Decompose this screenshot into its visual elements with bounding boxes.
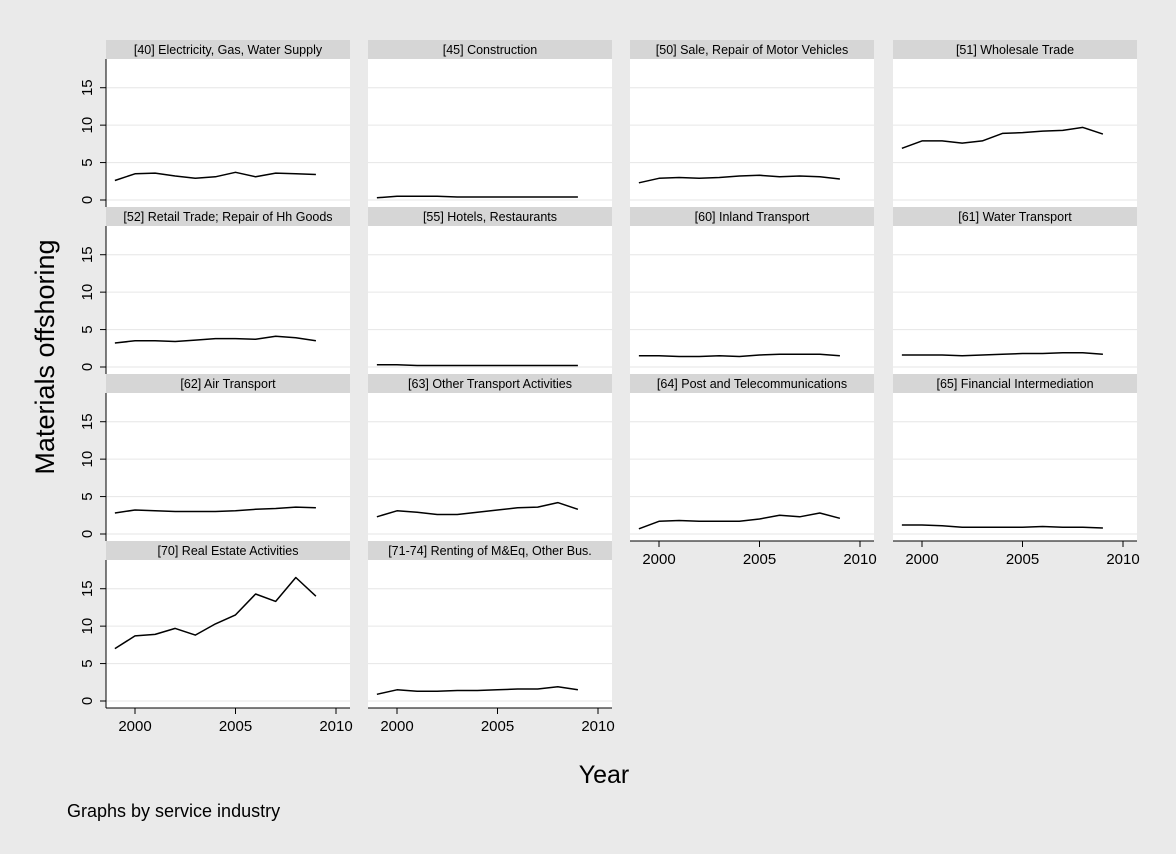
panel-title: [65] Financial Intermediation [936, 377, 1093, 391]
plot-area [106, 393, 350, 541]
x-tick-label: 2010 [1106, 551, 1139, 568]
x-tick-label: 2000 [380, 718, 413, 735]
panel-title: [52] Retail Trade; Repair of Hh Goods [123, 210, 332, 224]
panel-strip [106, 374, 350, 393]
x-tick-label: 2000 [118, 718, 151, 735]
x-tick-label: 2005 [219, 718, 252, 735]
plot-area [630, 59, 874, 207]
plot-area [893, 393, 1137, 541]
x-tick-label: 2005 [481, 718, 514, 735]
panel: [61] Water Transport [893, 207, 1137, 374]
panel-strip [106, 207, 350, 226]
panel: [64] Post and Telecommunications 2000 2005… [630, 374, 877, 568]
panel: [55] Hotels, Restaurants [368, 207, 612, 374]
series-line [376, 364, 578, 367]
panel: [45] Construction [368, 40, 612, 207]
plot-area [630, 393, 874, 541]
panel-strip [368, 541, 612, 560]
y-tick-label: 10 [79, 451, 96, 468]
panel-title: [71-74] Renting of M&Eq, Other Bus. [388, 544, 592, 558]
panel: [40] Electricity, Gas, Water Supply 0 5 10 1… [79, 40, 350, 207]
panel-title: [45] Construction [443, 43, 538, 57]
y-tick-label: 5 [79, 158, 96, 166]
plot-area [106, 59, 350, 207]
panel-strip [368, 374, 612, 393]
panel: [50] Sale, Repair of Motor Vehicles [630, 40, 874, 207]
y-tick-label: 15 [79, 413, 96, 430]
y-tick-label: 15 [79, 79, 96, 96]
panel-strip [893, 374, 1137, 393]
panel: [65] Financial Intermediation 2000 2005 201… [893, 374, 1140, 568]
panel-title: [51] Wholesale Trade [956, 43, 1074, 57]
y-tick-label: 10 [79, 284, 96, 301]
panel: [52] Retail Trade; Repair of Hh Goods 0 5 1… [79, 207, 350, 374]
y-tick-label: 15 [79, 580, 96, 597]
y-axis-title: Materials offshoring [30, 239, 60, 474]
y-tick-label: 15 [79, 246, 96, 263]
panel-strip [630, 40, 874, 59]
panel-strip [893, 207, 1137, 226]
panel-title: [60] Inland Transport [695, 210, 810, 224]
y-tick-label: 0 [79, 530, 96, 538]
plot-area [630, 226, 874, 374]
y-tick-label: 0 [79, 697, 96, 705]
y-tick-label: 0 [79, 196, 96, 204]
x-tick-label: 2010 [581, 718, 614, 735]
y-tick-label: 0 [79, 363, 96, 371]
panel-strip [368, 40, 612, 59]
panel-strip [106, 40, 350, 59]
x-tick-label: 2010 [843, 551, 876, 568]
graphs-by-note: Graphs by service industry [67, 801, 280, 821]
panel: [71-74] Renting of M&Eq, Other Bus. 2000 2… [368, 541, 615, 735]
y-tick-label: 5 [79, 492, 96, 500]
x-tick-label: 2000 [642, 551, 675, 568]
panel-strip [893, 40, 1137, 59]
panel: [60] Inland Transport [630, 207, 874, 374]
panel-title: [55] Hotels, Restaurants [423, 210, 557, 224]
y-tick-label: 10 [79, 117, 96, 134]
panel-strip [106, 541, 350, 560]
panel-title: [64] Post and Telecommunications [657, 377, 847, 391]
panel: [51] Wholesale Trade [893, 40, 1137, 207]
panel-title: [62] Air Transport [180, 377, 276, 391]
x-tick-label: 2010 [319, 718, 352, 735]
panel-strip [630, 207, 874, 226]
panel-grid: [40] Electricity, Gas, Water Supply 0 5 10 1… [79, 40, 1140, 735]
x-tick-label: 2005 [1006, 551, 1039, 568]
plot-area [106, 560, 350, 708]
panel-title: [70] Real Estate Activities [157, 544, 298, 558]
panel: [62] Air Transport 0 5 10 15 [79, 374, 350, 541]
plot-area [368, 226, 612, 374]
panel-strip [630, 374, 874, 393]
panel-strip [368, 207, 612, 226]
x-tick-label: 2005 [743, 551, 776, 568]
plot-area [106, 226, 350, 374]
x-axis-title: Year [579, 761, 630, 789]
plot-area [368, 560, 612, 708]
plot-area [368, 393, 612, 541]
y-tick-label: 5 [79, 659, 96, 667]
panel-title: [63] Other Transport Activities [408, 377, 572, 391]
x-tick-label: 2000 [905, 551, 938, 568]
panel: [63] Other Transport Activities [368, 374, 612, 541]
panel-title: [50] Sale, Repair of Motor Vehicles [656, 43, 848, 57]
panel: [70] Real Estate Activities 0 5 10 15 2000 200… [79, 541, 353, 735]
plot-area [368, 59, 612, 207]
panel-title: [40] Electricity, Gas, Water Supply [134, 43, 323, 57]
panel-title: [61] Water Transport [958, 210, 1072, 224]
y-tick-label: 5 [79, 325, 96, 333]
y-tick-label: 10 [79, 618, 96, 635]
plot-area [893, 226, 1137, 374]
